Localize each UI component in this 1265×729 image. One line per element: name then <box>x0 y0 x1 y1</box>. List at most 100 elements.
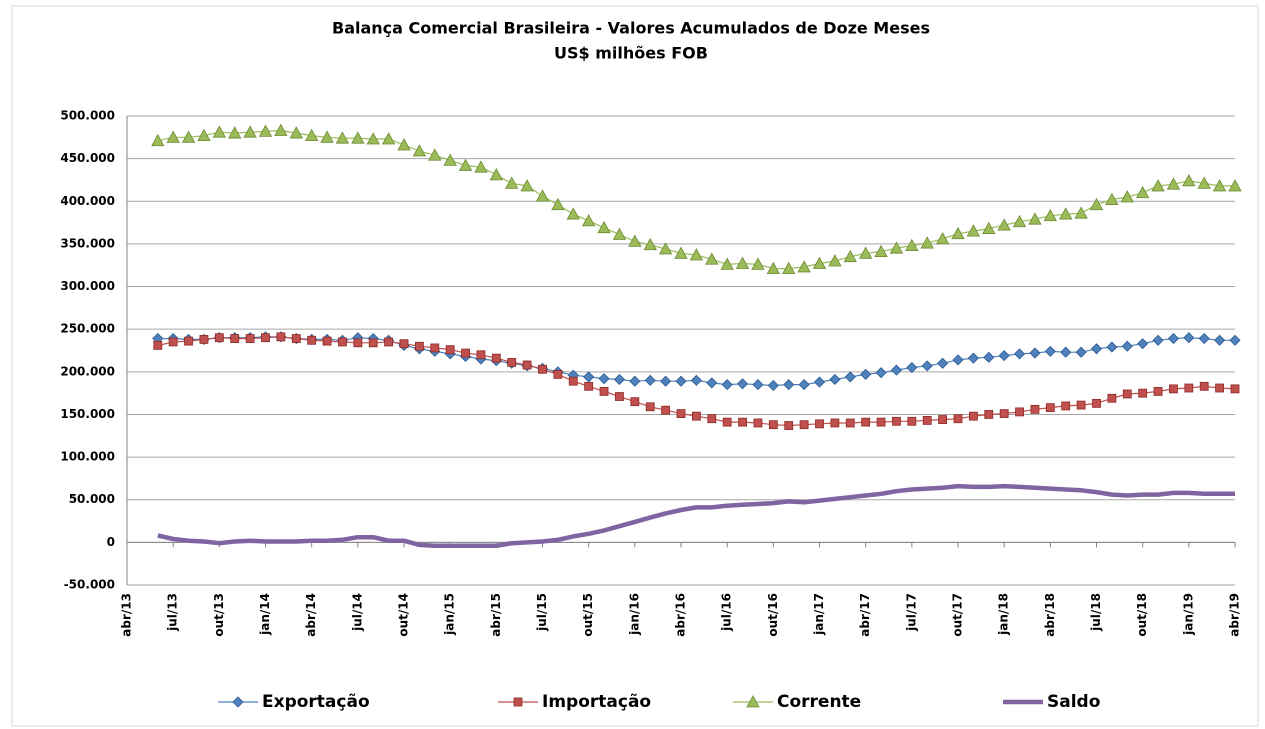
data-point <box>553 369 563 379</box>
data-point <box>581 214 596 227</box>
data-point <box>615 392 624 401</box>
data-point <box>474 160 488 173</box>
data-point <box>1061 401 1071 411</box>
data-point <box>1045 403 1055 413</box>
y-tick-label: 0 <box>107 535 115 549</box>
data-point <box>813 376 826 388</box>
data-point <box>935 231 950 245</box>
data-point <box>476 350 486 360</box>
x-tick-label: abr/17 <box>858 593 872 637</box>
data-point <box>153 340 163 350</box>
data-point <box>520 179 534 192</box>
data-point <box>551 197 565 211</box>
x-tick-label: abr/13 <box>120 593 134 637</box>
x-tick-label: jul/15 <box>535 593 549 632</box>
data-point <box>399 339 409 349</box>
data-point <box>291 334 301 343</box>
x-tick-label: jul/17 <box>904 593 918 632</box>
data-point <box>1212 179 1227 192</box>
data-point <box>414 341 424 351</box>
data-point <box>597 220 611 234</box>
data-point <box>1151 179 1165 192</box>
data-point <box>875 367 887 379</box>
x-tick-label: jan/14 <box>258 593 272 636</box>
x-tick-label: out/17 <box>951 593 965 637</box>
x-tick-label: abr/18 <box>1043 593 1057 637</box>
data-point <box>1120 190 1134 203</box>
data-point <box>951 226 965 240</box>
data-point <box>199 335 209 344</box>
data-point <box>874 244 888 257</box>
data-point <box>1138 388 1148 398</box>
y-tick-label: 200.000 <box>60 364 115 378</box>
data-point <box>784 421 794 430</box>
data-point <box>491 353 501 363</box>
y-tick-label: 300.000 <box>60 279 115 293</box>
data-point <box>535 189 550 202</box>
data-point <box>830 418 840 428</box>
x-tick-label: jan/19 <box>1181 593 1195 636</box>
data-point <box>1106 341 1118 353</box>
data-point <box>612 227 627 240</box>
y-tick-label: 500.000 <box>60 109 115 123</box>
y-tick-label: 150.000 <box>60 407 115 421</box>
data-point <box>443 153 457 166</box>
data-point <box>722 417 732 427</box>
data-point <box>845 418 855 428</box>
data-point <box>643 237 657 251</box>
legend-marker <box>232 696 244 708</box>
data-point <box>937 357 949 369</box>
data-point <box>1044 345 1056 357</box>
data-point <box>1076 400 1086 410</box>
x-tick-label: jul/18 <box>1089 593 1103 632</box>
data-point <box>630 397 640 407</box>
x-tick-label: abr/15 <box>489 593 503 637</box>
data-point <box>320 130 334 143</box>
data-point <box>245 334 255 343</box>
data-point <box>1137 338 1149 350</box>
data-point <box>1183 332 1195 344</box>
y-tick-label: -50.000 <box>64 578 115 592</box>
legend-label: Saldo <box>1047 692 1100 712</box>
data-point <box>458 158 473 171</box>
data-point <box>984 410 994 419</box>
data-point <box>1092 398 1101 408</box>
data-point <box>214 333 224 343</box>
data-point <box>1030 404 1040 414</box>
data-point <box>335 131 350 144</box>
data-point <box>274 123 288 136</box>
data-point <box>815 419 824 429</box>
data-point <box>212 125 227 138</box>
data-point <box>1214 334 1226 346</box>
data-point <box>230 334 240 343</box>
data-point <box>983 351 995 363</box>
data-point <box>628 234 642 247</box>
x-tick-label: jul/13 <box>166 593 180 632</box>
data-point <box>812 256 827 269</box>
data-point <box>368 338 378 348</box>
data-point <box>906 361 918 374</box>
data-point <box>797 260 811 273</box>
data-point <box>721 379 733 391</box>
data-point <box>751 257 765 270</box>
data-point <box>768 420 778 430</box>
data-point <box>966 224 981 237</box>
data-point <box>1015 407 1024 417</box>
data-point <box>522 360 532 370</box>
data-point <box>892 416 901 426</box>
data-point <box>505 176 519 189</box>
x-tick-label: out/13 <box>212 593 226 637</box>
legend-label: Importação <box>542 692 651 712</box>
data-point <box>584 381 594 391</box>
data-point <box>1029 347 1041 359</box>
data-point <box>1122 389 1132 399</box>
data-point <box>690 374 702 386</box>
data-point <box>322 336 332 346</box>
data-point <box>276 332 286 342</box>
data-point <box>1075 346 1087 358</box>
data-point <box>707 414 717 424</box>
data-point <box>381 132 396 145</box>
data-point <box>197 128 211 142</box>
data-point <box>1105 192 1119 205</box>
